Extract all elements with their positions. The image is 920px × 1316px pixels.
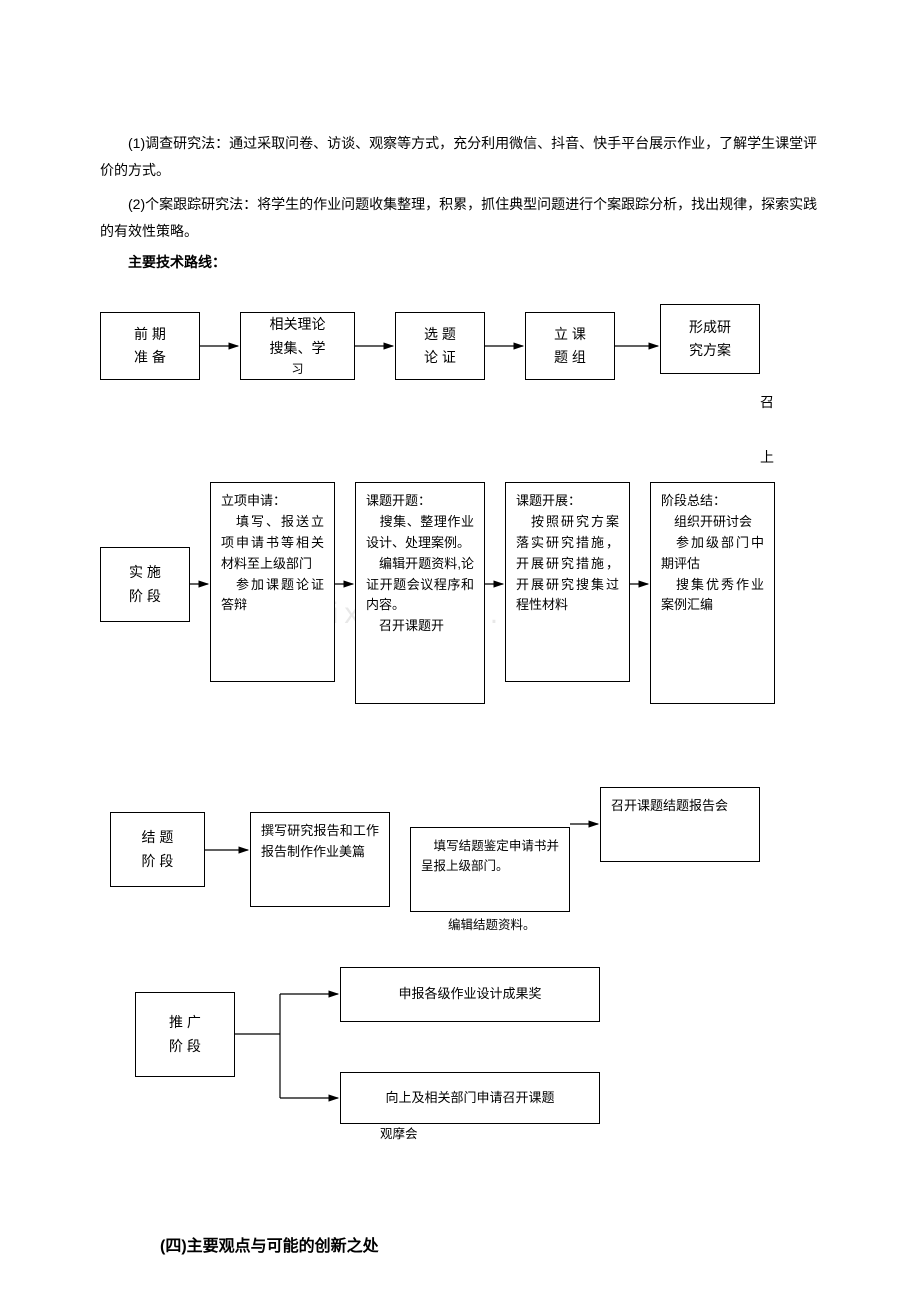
node-execute: 课题开展： 按照研究方案落实研究措施，开展研究措施，开展研究搜集过程性材料 <box>505 482 630 682</box>
text: 前 期 <box>134 323 166 347</box>
text: 习 <box>291 359 303 379</box>
page-container: (1)调查研究法：通过采取问卷、访谈、观察等方式，充分利用微信、抖音、快手平台展… <box>0 0 920 1316</box>
node-request-meeting: 向上及相关部门申请召开课题 <box>340 1072 600 1124</box>
paragraph-1: (1)调查研究法：通过采取问卷、访谈、观察等方式，充分利用微信、抖音、快手平台展… <box>100 130 820 183</box>
node-theory: 相关理论 搜集、学 习 <box>240 312 355 380</box>
node-summary: 阶段总结： 组织开研讨会 参加级部门中期评估 搜集优秀作业案例汇编 <box>650 482 775 704</box>
float-char-2: 上 <box>760 447 774 467</box>
node-impl-stage: 实 施 阶 段 <box>100 547 190 622</box>
text: 形成研 <box>689 316 731 340</box>
text: 实 施 <box>129 561 161 585</box>
heading-section-4: (四)主要观点与可能的创新之处 <box>160 1232 820 1256</box>
text: 阶 段 <box>129 585 161 609</box>
text-edit-materials: 编辑结题资料。 <box>448 914 536 933</box>
text: 结 题 <box>142 826 174 850</box>
flowchart-area: www.zixin.com.cn 前 期 准 备 相关理论 搜集、学 习 选 题… <box>100 292 820 1192</box>
node-plan: 形成研 究方案 <box>660 304 760 374</box>
node-prep: 前 期 准 备 <box>100 312 200 380</box>
text: 阶 段 <box>142 850 174 874</box>
node-apply: 立项申请： 填写、报送立项申请书等相关材料至上级部门 参加课题论证答辩 <box>210 482 335 682</box>
text: 立 课 <box>554 323 586 347</box>
text: 准 备 <box>134 346 166 370</box>
text: 相关理论 <box>270 313 326 337</box>
float-char-1: 召 <box>760 392 774 412</box>
node-award: 申报各级作业设计成果奖 <box>340 967 600 1022</box>
text: 题 组 <box>554 346 586 370</box>
node-final-meeting: 召开课题结题报告会 <box>600 787 760 862</box>
node-topic-select: 选 题 论 证 <box>395 312 485 380</box>
node-open: 课题开题： 搜集、整理作业设计、处理案例。 编辑开题资料,论证开题会议程序和内容… <box>355 482 485 704</box>
text: 推 广 <box>169 1011 201 1035</box>
node-promote-stage: 推 广 阶 段 <box>135 992 235 1077</box>
text: 搜集、学 <box>270 337 326 361</box>
node-appraisal: 填写结题鉴定申请书并呈报上级部门。 <box>410 827 570 912</box>
text: 选 题 <box>424 323 456 347</box>
text: 阶 段 <box>169 1035 201 1059</box>
heading-tech-route: 主要技术路线： <box>100 252 820 272</box>
paragraph-2: (2)个案跟踪研究法：将学生的作业问题收集整理，积累，抓住典型问题进行个案跟踪分… <box>100 191 820 244</box>
text: 论 证 <box>424 346 456 370</box>
node-establish: 立 课 题 组 <box>525 312 615 380</box>
text-observe-meeting: 观摩会 <box>380 1123 418 1142</box>
node-close-stage: 结 题 阶 段 <box>110 812 205 887</box>
node-report: 撰写研究报告和工作报告制作作业美篇 <box>250 812 390 907</box>
text: 究方案 <box>689 339 731 363</box>
